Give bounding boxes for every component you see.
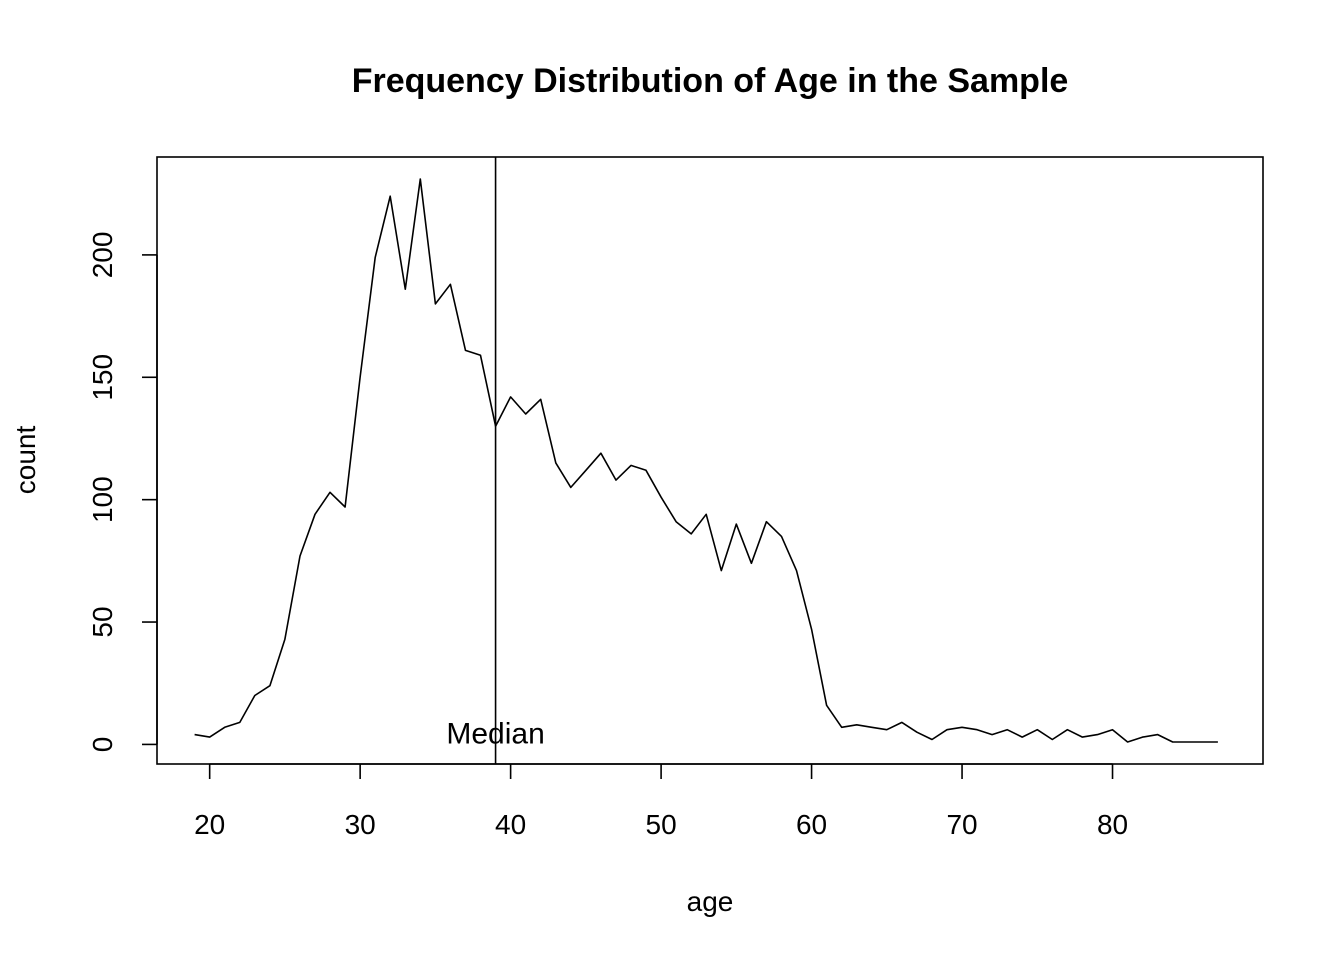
- y-tick-label: 50: [87, 606, 118, 637]
- y-tick-label: 200: [87, 232, 118, 279]
- x-tick-label: 80: [1097, 809, 1128, 840]
- series-group: [194, 178, 1218, 743]
- y-tick-label: 100: [87, 476, 118, 523]
- x-tick-label: 30: [345, 809, 376, 840]
- series-line: [194, 178, 1218, 743]
- y-axis-label: count: [10, 426, 41, 495]
- x-axis: 20 30 40 50 60 70 80: [194, 763, 1128, 840]
- y-tick-label: 0: [87, 737, 118, 753]
- x-tick-label: 70: [946, 809, 977, 840]
- plot-frame: [156, 156, 1264, 765]
- chart-title: Frequency Distribution of Age in the Sam…: [352, 62, 1069, 100]
- median-label: Median: [446, 717, 544, 750]
- y-tick-label: 150: [87, 354, 118, 401]
- x-tick-label: 40: [495, 809, 526, 840]
- x-tick-label: 60: [796, 809, 827, 840]
- y-axis: 0 50 100 150 200: [87, 232, 158, 753]
- x-axis-label: age: [687, 886, 734, 917]
- x-tick-label: 50: [646, 809, 677, 840]
- x-tick-label: 20: [194, 809, 225, 840]
